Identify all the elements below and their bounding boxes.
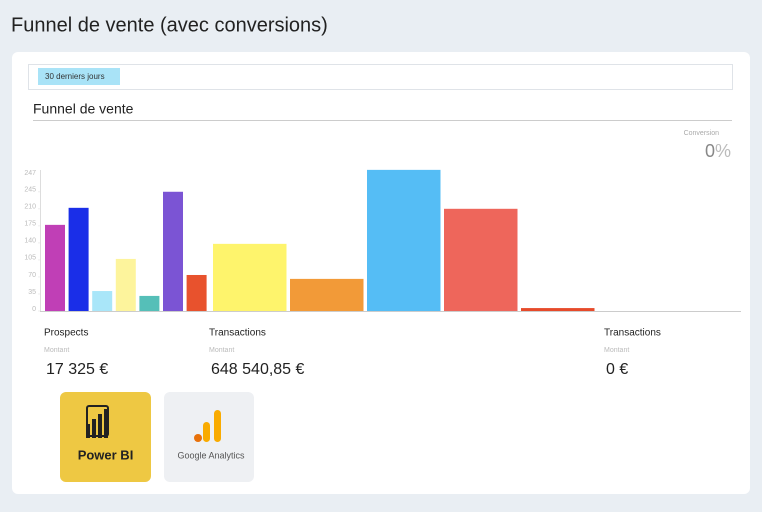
metrics: Prospects Montant 17 325 € Transactions Mont… xyxy=(44,328,661,379)
ga-icon xyxy=(194,410,221,442)
page-title: Funnel de vente (avec conversions) xyxy=(11,14,328,36)
bar xyxy=(290,278,364,311)
y-tick-label: 140 xyxy=(24,238,36,245)
metric-sublabel: Montant xyxy=(44,347,69,354)
metric-value: 17 325 € xyxy=(46,361,108,378)
conversion-number: 0 xyxy=(705,141,715,161)
bar xyxy=(213,243,287,311)
bar xyxy=(163,191,183,311)
metric-value: 648 540,85 € xyxy=(211,361,305,378)
y-tick-label: 245 xyxy=(24,187,36,194)
conversion-label: Conversion xyxy=(684,130,720,137)
bar xyxy=(521,308,595,311)
metric-sublabel: Montant xyxy=(604,347,629,354)
y-tick-label: 35 xyxy=(28,289,36,296)
bar xyxy=(139,295,160,311)
bar xyxy=(45,224,65,311)
bar xyxy=(444,208,518,311)
metric-value: 0 € xyxy=(606,361,628,378)
filter-chip-label[interactable]: 30 derniers jours xyxy=(45,72,105,81)
metric-sublabel: Montant xyxy=(209,347,234,354)
filter-bar xyxy=(28,64,733,90)
conversion-unit: % xyxy=(715,141,731,161)
bar xyxy=(68,207,89,311)
powerbi-label: Power BI xyxy=(78,447,134,462)
powerbi-icon xyxy=(86,405,109,438)
metric-label: Transactions xyxy=(209,328,266,339)
y-tick-label: 175 xyxy=(24,221,36,228)
ga-label: Google Analytics xyxy=(177,450,245,460)
y-tick-label: 70 xyxy=(28,272,36,279)
y-tick-label: 105 xyxy=(24,255,36,262)
bar xyxy=(186,274,207,311)
bar xyxy=(367,169,441,311)
metric-label: Prospects xyxy=(44,328,88,339)
bar xyxy=(92,291,113,311)
y-tick-label: 0 xyxy=(32,306,36,313)
filter-chip[interactable] xyxy=(38,68,120,85)
bar xyxy=(115,258,136,311)
y-max-label: 247 xyxy=(24,170,36,177)
section-title: Funnel de vente xyxy=(33,101,134,117)
y-tick-label: 210 xyxy=(24,204,36,211)
metric-label: Transactions xyxy=(604,328,661,339)
conversion-value: 0% xyxy=(705,141,731,161)
